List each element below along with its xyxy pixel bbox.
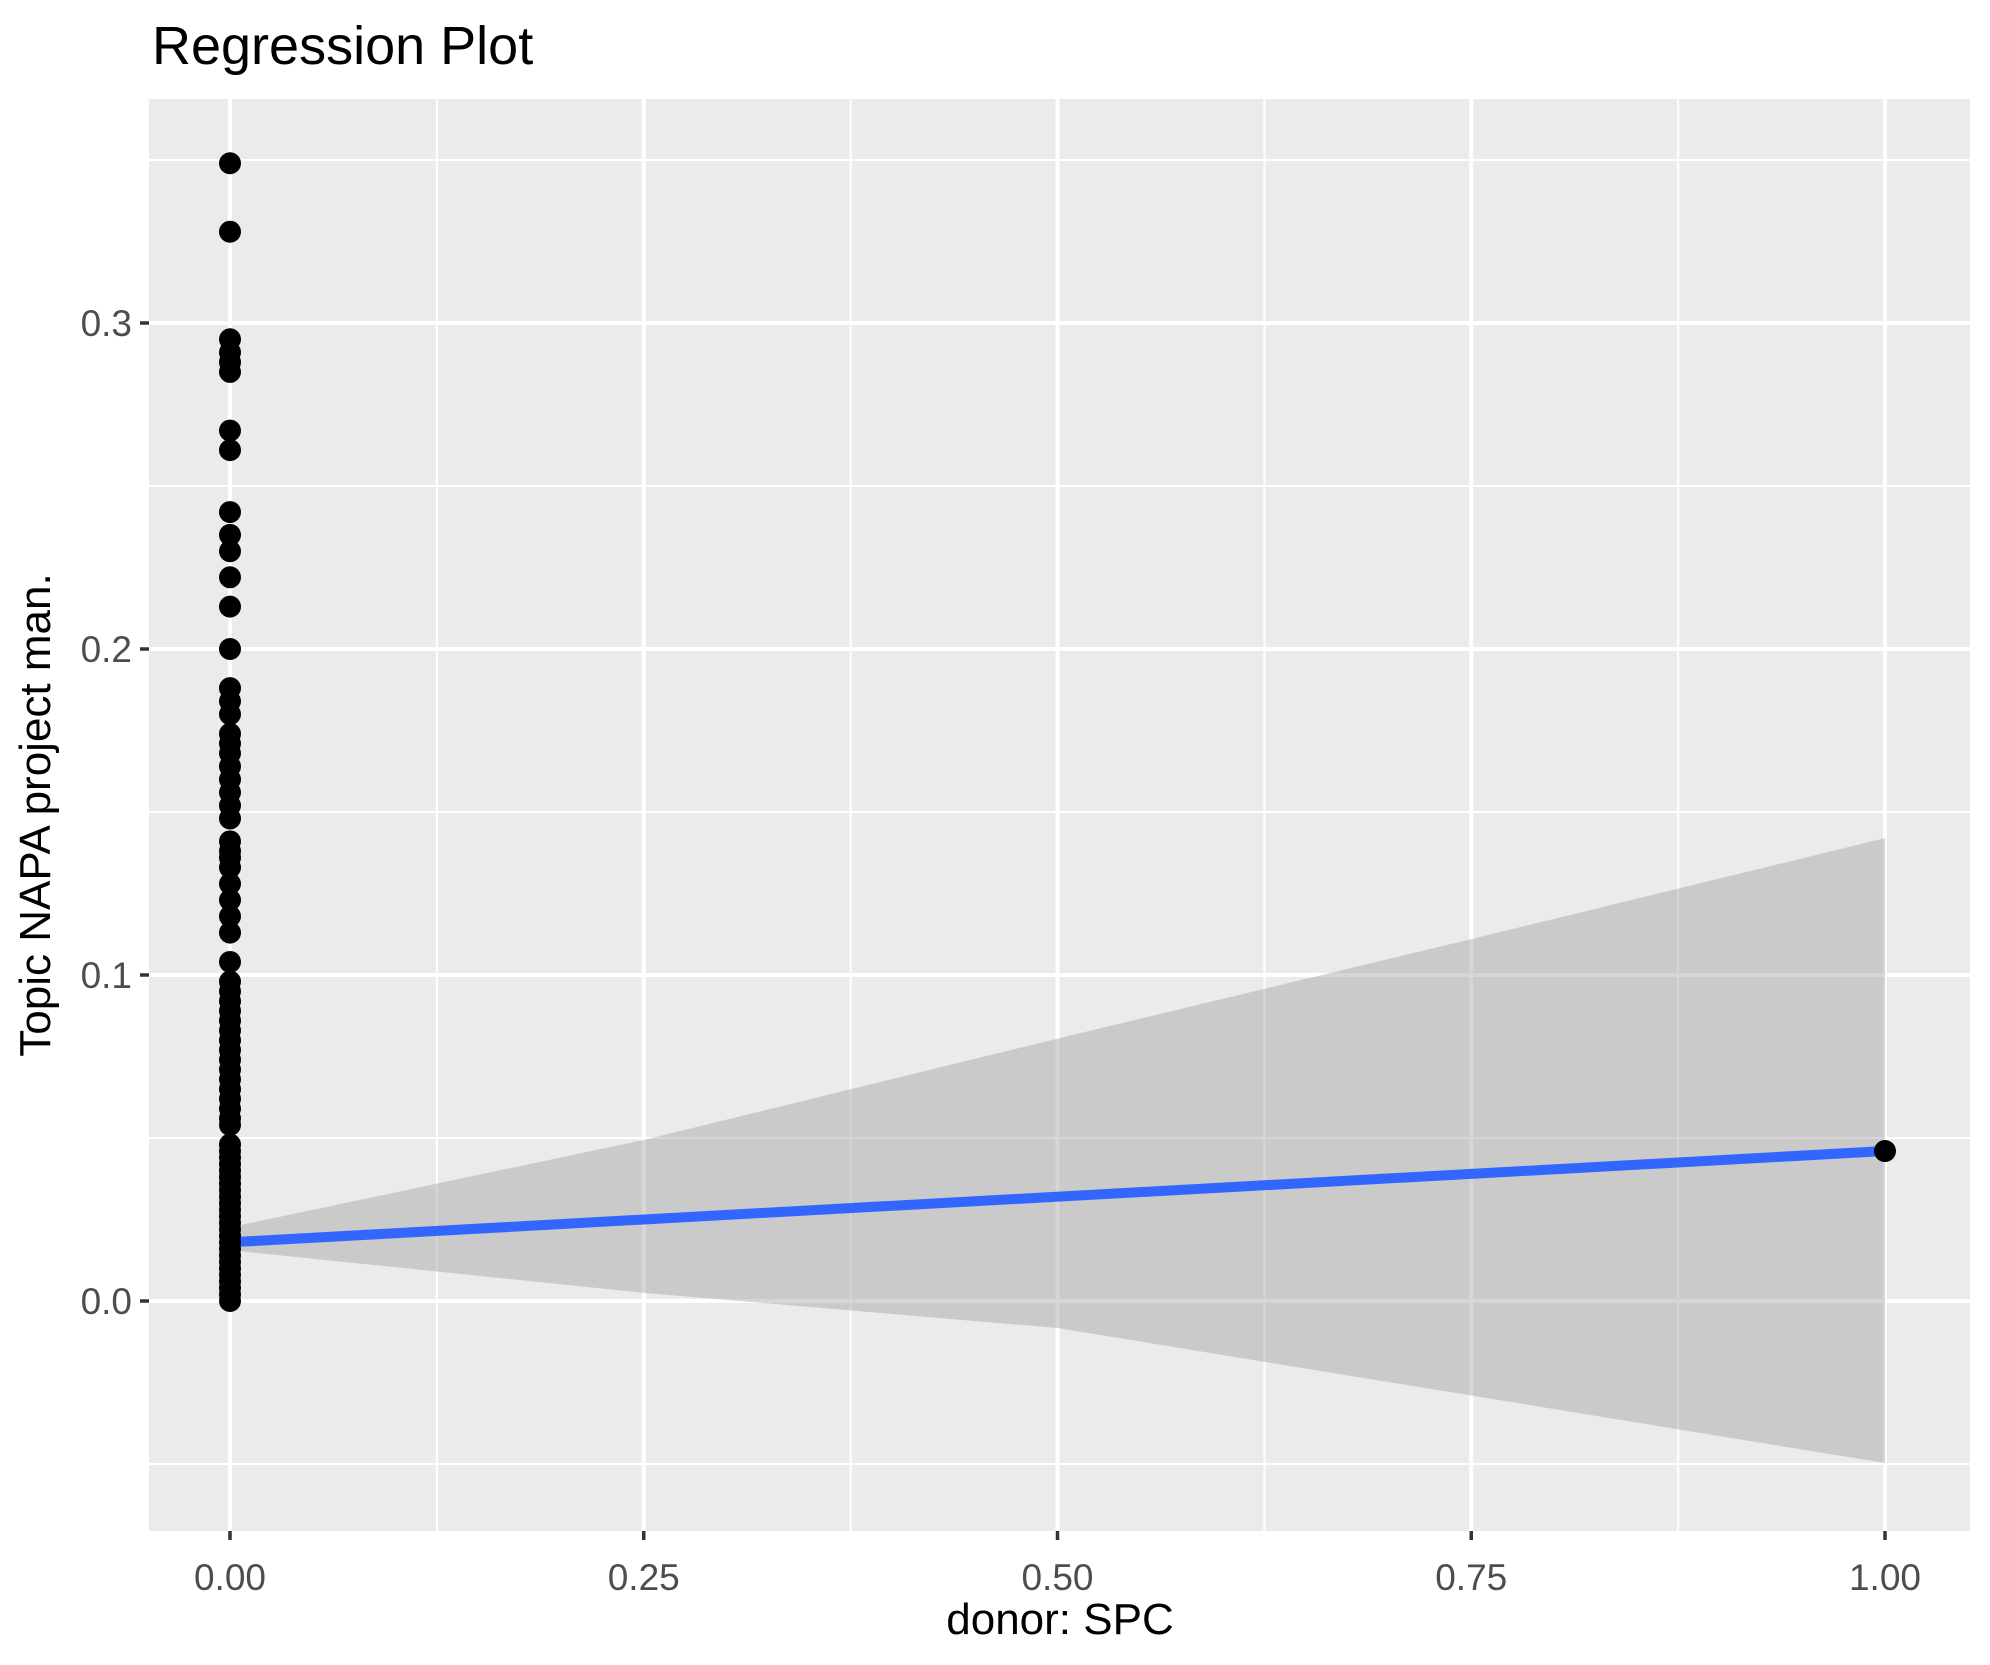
x-axis-title: donor: SPC [946, 1595, 1173, 1644]
y-tick-label: 0.0 [81, 1281, 132, 1322]
y-tick-label: 0.2 [81, 629, 132, 670]
data-point [219, 638, 241, 660]
y-tick-label: 0.1 [81, 955, 132, 996]
data-point [219, 950, 241, 973]
data-point [219, 419, 241, 442]
data-point [219, 856, 241, 879]
data-point [219, 872, 241, 895]
confidence-ribbon [230, 838, 1885, 1464]
x-tick-label: 1.00 [1849, 1557, 1921, 1598]
data-point [219, 360, 241, 383]
data-point [219, 566, 241, 589]
data-point [219, 152, 241, 175]
data-point [1874, 1140, 1896, 1163]
plot-panel: 0.00 0.25 0.50 0.75 1.00 0.0 0.1 0.2 0.3 [81, 99, 1970, 1598]
data-point [219, 889, 241, 912]
data-point [219, 439, 241, 462]
x-tick-label: 0.00 [194, 1557, 266, 1598]
data-point [219, 921, 241, 944]
data-point [219, 905, 241, 928]
plot-title: Regression Plot [152, 16, 533, 76]
x-tick-label: 0.25 [608, 1557, 680, 1598]
data-point [219, 540, 241, 563]
x-tick-label: 0.50 [1021, 1557, 1093, 1598]
data-point [219, 703, 241, 726]
data-point [219, 807, 241, 830]
data-point [219, 595, 241, 618]
data-point [219, 220, 241, 243]
y-tick-label: 0.3 [81, 303, 132, 344]
data-point [219, 1113, 241, 1136]
data-point [219, 501, 241, 524]
data-point [219, 523, 241, 546]
x-tick-label: 0.75 [1435, 1557, 1507, 1598]
data-point [219, 1290, 241, 1312]
y-axis-title: Topic NAPA project man. [11, 573, 60, 1056]
regression-line [229, 1146, 1886, 1248]
